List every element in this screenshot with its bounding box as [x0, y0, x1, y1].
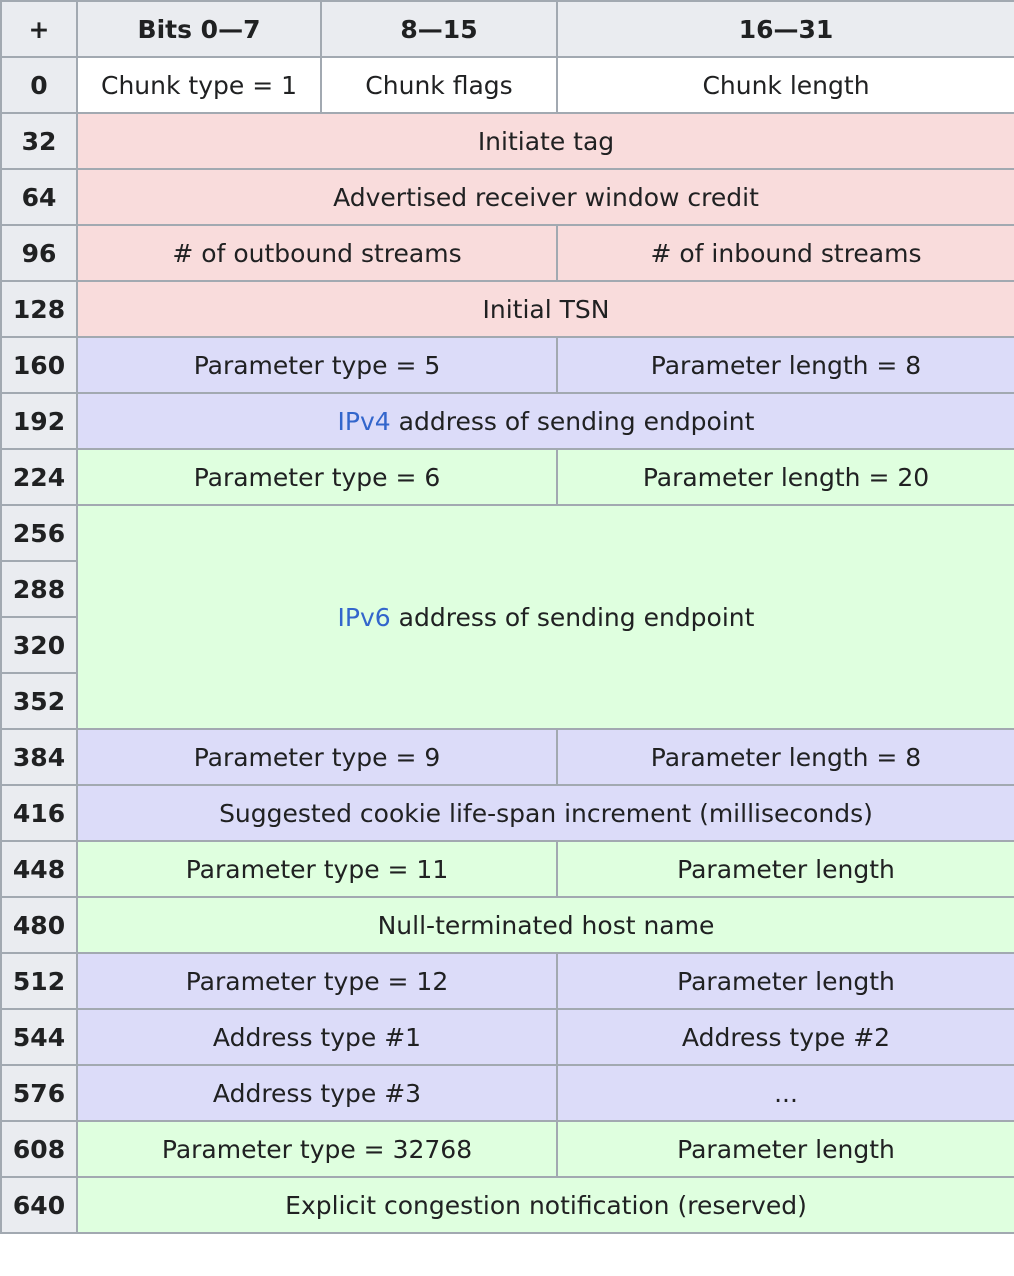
field-text: address of sending endpoint — [398, 406, 755, 436]
row-header: 608 — [0, 1120, 78, 1178]
row-header: 480 — [0, 896, 78, 954]
row-header: 352 — [0, 672, 78, 730]
field-cell: Chunk length — [556, 56, 1014, 114]
row-header: 384 — [0, 728, 78, 786]
field-cell: Null-terminated host name — [76, 896, 1014, 954]
row-header: 0 — [0, 56, 78, 114]
row-header: 576 — [0, 1064, 78, 1122]
table-row: 256 IPv6 address of sending endpoint — [0, 504, 1014, 730]
field-cell: Parameter type = 32768 — [76, 1120, 558, 1178]
row-header: 512 — [0, 952, 78, 1010]
field-cell: Initial TSN — [76, 280, 1014, 338]
field-cell: Address type #1 — [76, 1008, 558, 1066]
row-header: 448 — [0, 840, 78, 898]
column-header: Bits 0—7 — [76, 0, 322, 58]
field-link[interactable]: IPv6 — [337, 602, 391, 632]
row-header: 416 — [0, 784, 78, 842]
table-row: 544 Address type #1 Address type #2 — [0, 1008, 1014, 1066]
row-header: 96 — [0, 224, 78, 282]
table-row: 608 Parameter type = 32768 Parameter lengt… — [0, 1120, 1014, 1178]
field-cell: Parameter type = 12 — [76, 952, 558, 1010]
field-cell: Address type #3 — [76, 1064, 558, 1122]
sctp-init-chunk-table: + Bits 0—7 8—15 16—31 0 Chunk type = 1 Chunk f… — [0, 0, 1014, 1234]
field-cell: ... — [556, 1064, 1014, 1122]
field-cell: Parameter length = 8 — [556, 336, 1014, 394]
field-cell: Parameter length = 8 — [556, 728, 1014, 786]
row-header: 160 — [0, 336, 78, 394]
field-text: address of sending endpoint — [398, 602, 755, 632]
row-header: 256 — [0, 504, 78, 562]
field-cell: # of outbound streams — [76, 224, 558, 282]
table-row: 320 — [0, 616, 1014, 674]
row-header: 128 — [0, 280, 78, 338]
row-header: 640 — [0, 1176, 78, 1234]
column-header: 16—31 — [556, 0, 1014, 58]
column-header: + — [0, 0, 78, 58]
table-row: 288 — [0, 560, 1014, 618]
table-row: 64 Advertised receiver window credit — [0, 168, 1014, 226]
table-row: 128 Initial TSN — [0, 280, 1014, 338]
field-cell: Chunk type = 1 — [76, 56, 322, 114]
field-cell: Address type #2 — [556, 1008, 1014, 1066]
table-row: 416 Suggested cookie life-span increment … — [0, 784, 1014, 842]
row-header: 320 — [0, 616, 78, 674]
table-row: 448 Parameter type = 11 Parameter length — [0, 840, 1014, 898]
column-header: 8—15 — [320, 0, 558, 58]
table-row: 576 Address type #3... — [0, 1064, 1014, 1122]
field-cell: Parameter length — [556, 840, 1014, 898]
table-row: 0 Chunk type = 1 Chunk flags Chunk length — [0, 56, 1014, 114]
table-row: 640 Explicit congestion notification (res… — [0, 1176, 1014, 1234]
field-cell: Parameter type = 11 — [76, 840, 558, 898]
field-cell: Chunk flags — [320, 56, 558, 114]
row-header: 32 — [0, 112, 78, 170]
field-cell: Suggested cookie life-span increment (mi… — [76, 784, 1014, 842]
field-cell: Parameter length = 20 — [556, 448, 1014, 506]
field-cell: Parameter length — [556, 952, 1014, 1010]
table-row: 512 Parameter type = 12 Parameter length — [0, 952, 1014, 1010]
field-cell: # of inbound streams — [556, 224, 1014, 282]
table-row: 32 Initiate tag — [0, 112, 1014, 170]
field-cell: Advertised receiver window credit — [76, 168, 1014, 226]
field-cell: IPv4 address of sending endpoint — [76, 392, 1014, 450]
table-row: 224 Parameter type = 6 Parameter length = … — [0, 448, 1014, 506]
table-row: 352 — [0, 672, 1014, 730]
row-header: 64 — [0, 168, 78, 226]
table-row: 160 Parameter type = 5 Parameter length = … — [0, 336, 1014, 394]
field-cell: Parameter type = 9 — [76, 728, 558, 786]
field-cell: IPv6 address of sending endpoint — [76, 504, 1014, 730]
field-cell: Initiate tag — [76, 112, 1014, 170]
table-row: 384 Parameter type = 9 Parameter length = … — [0, 728, 1014, 786]
field-cell: Parameter type = 6 — [76, 448, 558, 506]
field-cell: Parameter length — [556, 1120, 1014, 1178]
field-cell: Explicit congestion notification (reserv… — [76, 1176, 1014, 1234]
header-row: + Bits 0—7 8—15 16—31 — [0, 0, 1014, 58]
row-header: 224 — [0, 448, 78, 506]
table-row: 96 # of outbound streams # of inbound stre… — [0, 224, 1014, 282]
table-row: 480 Null-terminated host name — [0, 896, 1014, 954]
table-row: 192 IPv4 address of sending endpoint — [0, 392, 1014, 450]
row-header: 544 — [0, 1008, 78, 1066]
row-header: 192 — [0, 392, 78, 450]
table-body: + Bits 0—7 8—15 16—31 0 Chunk type = 1 Chunk f… — [0, 0, 1014, 1234]
row-header: 288 — [0, 560, 78, 618]
field-cell: Parameter type = 5 — [76, 336, 558, 394]
field-link[interactable]: IPv4 — [337, 406, 391, 436]
